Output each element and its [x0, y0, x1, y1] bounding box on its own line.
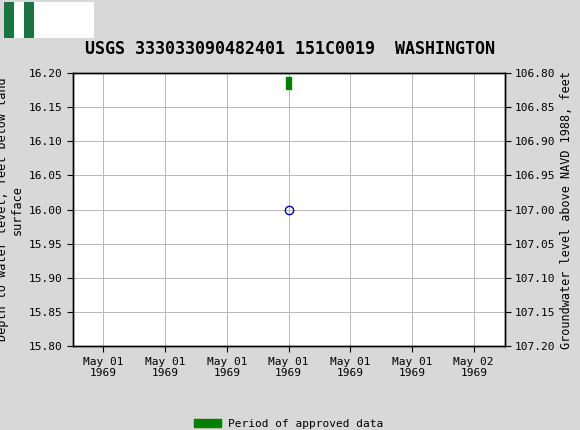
Bar — [34, 2, 39, 38]
Text: USGS: USGS — [32, 9, 92, 28]
Bar — [9, 2, 14, 38]
Bar — [4, 2, 94, 38]
Bar — [19, 2, 24, 38]
Bar — [4, 2, 9, 38]
Bar — [286, 77, 291, 89]
Text: USGS 333033090482401 151C0019  WASHINGTON: USGS 333033090482401 151C0019 WASHINGTON — [85, 40, 495, 58]
Bar — [14, 2, 19, 38]
Y-axis label: Groundwater level above NAVD 1988, feet: Groundwater level above NAVD 1988, feet — [560, 71, 572, 349]
Bar — [24, 2, 29, 38]
Y-axis label: Depth to water level, feet below land
surface: Depth to water level, feet below land su… — [0, 78, 24, 341]
Bar — [29, 2, 34, 38]
Legend: Period of approved data: Period of approved data — [189, 415, 388, 430]
